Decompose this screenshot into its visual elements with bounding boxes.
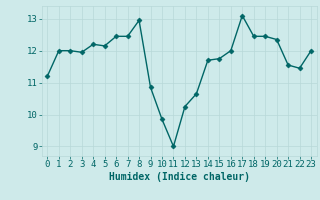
X-axis label: Humidex (Indice chaleur): Humidex (Indice chaleur) [109,172,250,182]
